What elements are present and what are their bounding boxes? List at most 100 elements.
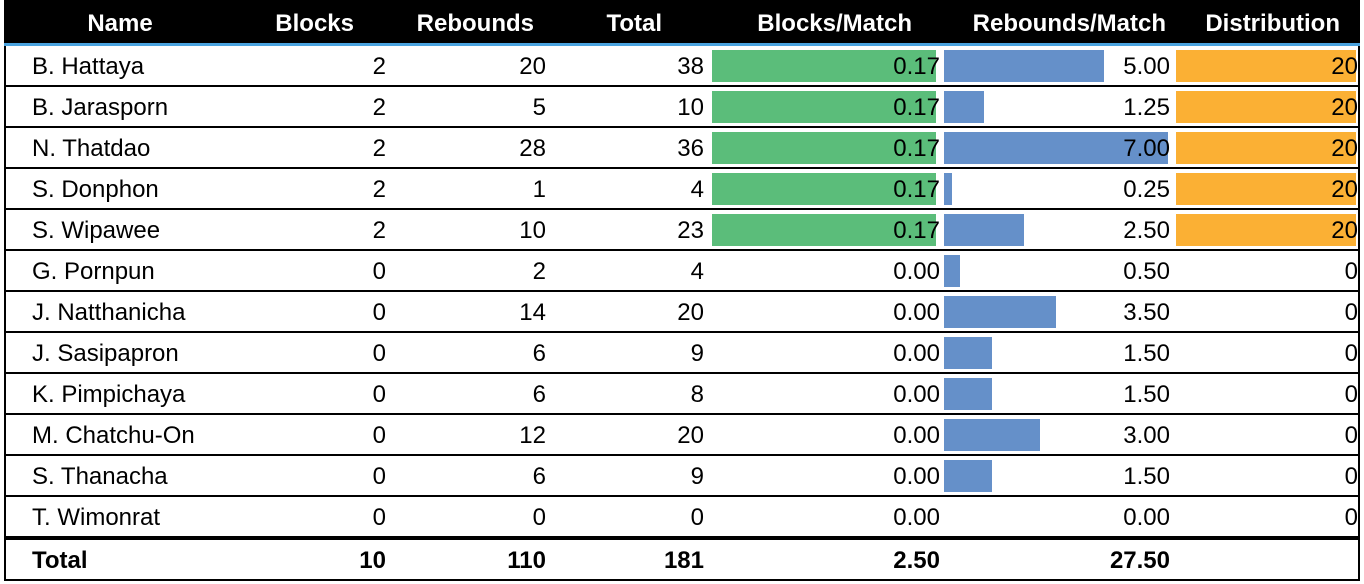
header-distribution: Distribution <box>1205 10 1340 37</box>
rebounds-cell: 5 <box>532 94 546 121</box>
rebounds-per-match-bar <box>944 460 992 492</box>
header-accent-line <box>4 43 1360 46</box>
blocks-per-match-cell: 0.17 <box>893 135 940 162</box>
distribution-cell: 20 <box>1331 94 1358 121</box>
rebounds-per-match-bar <box>944 378 992 410</box>
blocks-cell: 0 <box>372 258 386 285</box>
blocks-cell: 2 <box>372 53 386 80</box>
total-row: Total 10 110 181 2.50 27.50 <box>4 537 1360 581</box>
right-border <box>1358 46 1360 538</box>
total-cell: 4 <box>690 258 704 285</box>
name-cell: M. Chatchu-On <box>32 422 195 449</box>
table-row: B. Jarasporn 2 5 10 0.17 1.25 20 <box>4 87 1360 128</box>
distribution-cell: 0 <box>1344 258 1358 285</box>
rebounds-per-match-cell: 3.00 <box>1123 422 1170 449</box>
distribution-bar <box>1176 132 1356 164</box>
distribution-cell: 0 <box>1344 299 1358 326</box>
left-border <box>4 46 6 538</box>
total-blocks-per-match: 2.50 <box>893 547 940 574</box>
rebounds-per-match-bar <box>944 50 1104 82</box>
distribution-bar <box>1176 50 1356 82</box>
total-cell: 9 <box>690 340 704 367</box>
rebounds-cell: 20 <box>519 53 546 80</box>
rebounds-per-match-cell: 3.50 <box>1123 299 1170 326</box>
rebounds-cell: 0 <box>532 504 546 531</box>
rebounds-cell: 2 <box>532 258 546 285</box>
name-cell: S. Thanacha <box>32 463 168 490</box>
rebounds-per-match-bar <box>944 419 1040 451</box>
blocks-per-match-bar <box>712 50 936 82</box>
blocks-cell: 2 <box>372 135 386 162</box>
total-cell: 36 <box>677 135 704 162</box>
total-cell: 20 <box>677 299 704 326</box>
distribution-cell: 0 <box>1344 422 1358 449</box>
total-rebounds: 110 <box>507 547 546 574</box>
name-cell: B. Jarasporn <box>32 94 169 121</box>
rebounds-per-match-cell: 0.50 <box>1123 258 1170 285</box>
blocks-per-match-cell: 0.17 <box>893 176 940 203</box>
blocks-per-match-bar <box>712 91 936 123</box>
rebounds-per-match-cell: 7.00 <box>1123 135 1170 162</box>
rebounds-per-match-cell: 1.50 <box>1123 463 1170 490</box>
blocks-cell: 2 <box>372 176 386 203</box>
table-row: N. Thatdao 2 28 36 0.17 7.00 20 <box>4 128 1360 169</box>
blocks-per-match-cell: 0.00 <box>893 299 940 326</box>
blocks-cell: 0 <box>372 381 386 408</box>
rebounds-per-match-cell: 1.50 <box>1123 340 1170 367</box>
blocks-per-match-cell: 0.17 <box>893 53 940 80</box>
rebounds-cell: 6 <box>532 463 546 490</box>
blocks-per-match-cell: 0.17 <box>893 217 940 244</box>
name-cell: B. Hattaya <box>32 53 145 80</box>
rebounds-cell: 1 <box>532 176 546 203</box>
table-row: J. Natthanicha 0 14 20 0.00 3.50 0 <box>4 292 1360 333</box>
name-cell: K. Pimpichaya <box>32 381 186 408</box>
blocks-per-match-bar <box>712 214 936 246</box>
header-total: Total <box>606 10 662 37</box>
table-row: M. Chatchu-On 0 12 20 0.00 3.00 0 <box>4 415 1360 456</box>
blocks-cell: 2 <box>372 94 386 121</box>
blocks-per-match-cell: 0.00 <box>893 422 940 449</box>
total-cell: 38 <box>677 53 704 80</box>
header-name: Name <box>87 10 153 37</box>
header-rebounds: Rebounds <box>416 10 534 37</box>
distribution-cell: 0 <box>1344 340 1358 367</box>
rebounds-per-match-cell: 0.00 <box>1123 504 1170 531</box>
name-cell: J. Sasipapron <box>32 340 179 367</box>
total-cell: 9 <box>690 463 704 490</box>
distribution-cell: 20 <box>1331 217 1358 244</box>
rebounds-per-match-cell: 0.25 <box>1123 176 1170 203</box>
distribution-bar <box>1176 91 1356 123</box>
rebounds-per-match-bar <box>944 296 1056 328</box>
blocks-per-match-bar <box>712 132 936 164</box>
table-row: K. Pimpichaya 0 6 8 0.00 1.50 0 <box>4 374 1360 415</box>
distribution-bar <box>1176 173 1356 205</box>
blocks-per-match-cell: 0.00 <box>893 463 940 490</box>
distribution-cell: 20 <box>1331 176 1358 203</box>
distribution-bar <box>1176 214 1356 246</box>
total-rebounds-per-match: 27.50 <box>1109 547 1170 574</box>
name-cell: T. Wimonrat <box>32 504 161 531</box>
total-cell: 0 <box>690 504 704 531</box>
rebounds-per-match-bar <box>944 91 984 123</box>
distribution-cell: 20 <box>1331 53 1358 80</box>
rebounds-cell: 28 <box>519 135 546 162</box>
total-total: 181 <box>663 547 704 574</box>
rebounds-cell: 10 <box>519 217 546 244</box>
table-body: B. Hattaya 2 20 38 0.17 5.00 20 B. Jarasporn 2 5 1… <box>4 46 1360 538</box>
rebounds-cell: 12 <box>519 422 546 449</box>
total-cell: 4 <box>690 176 704 203</box>
distribution-cell: 0 <box>1344 381 1358 408</box>
total-cell: 20 <box>677 422 704 449</box>
blocks-per-match-cell: 0.00 <box>893 258 940 285</box>
table-row: T. Wimonrat 0 0 0 0.00 0.00 0 <box>4 497 1360 538</box>
blocks-cell: 2 <box>372 217 386 244</box>
total-cell: 8 <box>690 381 704 408</box>
header-blocks: Blocks <box>275 10 354 37</box>
blocks-cell: 0 <box>372 504 386 531</box>
header-blocks-match: Blocks/Match <box>757 10 912 37</box>
rebounds-per-match-cell: 1.25 <box>1123 94 1170 121</box>
table-row: G. Pornpun 0 2 4 0.00 0.50 0 <box>4 251 1360 292</box>
rebounds-per-match-bar <box>944 255 960 287</box>
rebounds-per-match-cell: 2.50 <box>1123 217 1170 244</box>
